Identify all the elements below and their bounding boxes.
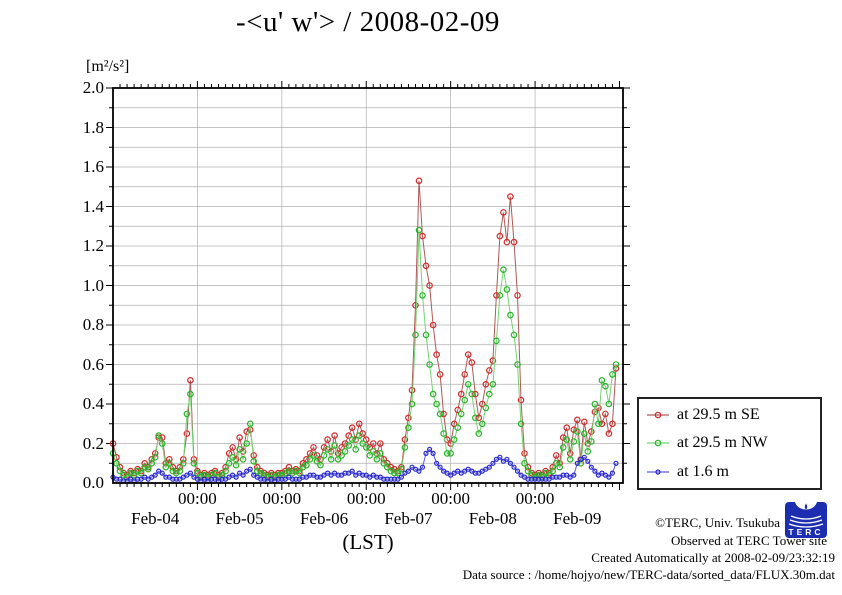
y-tick-label: 1.6 bbox=[82, 157, 104, 176]
x-tick-date-label: Feb-06 bbox=[299, 509, 349, 528]
terc-logo-text: TERC bbox=[788, 527, 823, 537]
x-tick-time-label: 00:00 bbox=[178, 489, 217, 508]
y-tick-label: 1.2 bbox=[82, 236, 104, 255]
legend-item-29-5m-se: at 29.5 m SE bbox=[639, 402, 820, 428]
y-tick-label: 0.4 bbox=[82, 394, 104, 413]
legend-item-1-6m: at 1.6 m bbox=[639, 459, 820, 485]
x-tick-time-label: 00:00 bbox=[262, 489, 302, 508]
x-tick-time-label: 00:00 bbox=[346, 489, 386, 508]
legend-marker-green bbox=[647, 440, 669, 447]
x-tick-date-label: Feb-04 bbox=[131, 509, 180, 528]
series-line-0 bbox=[112, 180, 617, 476]
y-tick-label: 1.0 bbox=[82, 275, 104, 295]
x-axis-label: (LST) bbox=[342, 530, 394, 554]
series-markers-1 bbox=[109, 226, 620, 481]
x-tick-date-label: Feb-05 bbox=[215, 509, 264, 528]
legend-marker-blue bbox=[647, 469, 669, 475]
x-tick-date-label: Feb-07 bbox=[384, 509, 433, 528]
x-tick-time-label: 00:00 bbox=[431, 489, 470, 508]
terc-logo: TERC bbox=[785, 502, 827, 538]
x-tick-date-label: Feb-08 bbox=[468, 509, 517, 528]
footer-data-source: Data source : /home/hojyo/new/TERC-data/… bbox=[462, 567, 835, 582]
legend-label: at 29.5 m NW bbox=[677, 434, 768, 452]
y-tick-label: 0.2 bbox=[82, 433, 104, 453]
y-tick-label: 0.8 bbox=[82, 315, 104, 334]
y-tick-label: 2.0 bbox=[82, 78, 104, 97]
x-tick-time-label: 00:00 bbox=[515, 489, 555, 508]
legend-item-29-5m-nw: at 29.5 m NW bbox=[639, 430, 820, 456]
footer-copyright: ©TERC, Univ. Tsukuba bbox=[655, 515, 780, 530]
chart-title: -<u' w'> / 2008-02-09 bbox=[236, 6, 500, 38]
series-markers-2 bbox=[110, 446, 619, 484]
plot-frame bbox=[112, 87, 624, 484]
x-tick-date-label: Feb-09 bbox=[553, 509, 602, 528]
y-axis-unit-label: [m²/s²] bbox=[86, 58, 130, 75]
y-tick-label: 1.8 bbox=[82, 117, 104, 137]
gridlines bbox=[113, 87, 623, 483]
series-line-1 bbox=[112, 230, 617, 478]
legend-label: at 29.5 m SE bbox=[677, 406, 760, 424]
legend-box: at 29.5 m SE at 29.5 m NW at 1.6 m bbox=[637, 397, 822, 490]
legend-label: at 1.6 m bbox=[677, 462, 729, 480]
footer-created-at: Created Automatically at 2008-02-09/23:3… bbox=[591, 550, 835, 565]
legend-marker-red bbox=[647, 411, 669, 419]
y-tick-label: 0.6 bbox=[82, 354, 104, 374]
y-tick-label: 0.0 bbox=[82, 473, 104, 492]
y-tick-label: 1.4 bbox=[82, 196, 104, 216]
